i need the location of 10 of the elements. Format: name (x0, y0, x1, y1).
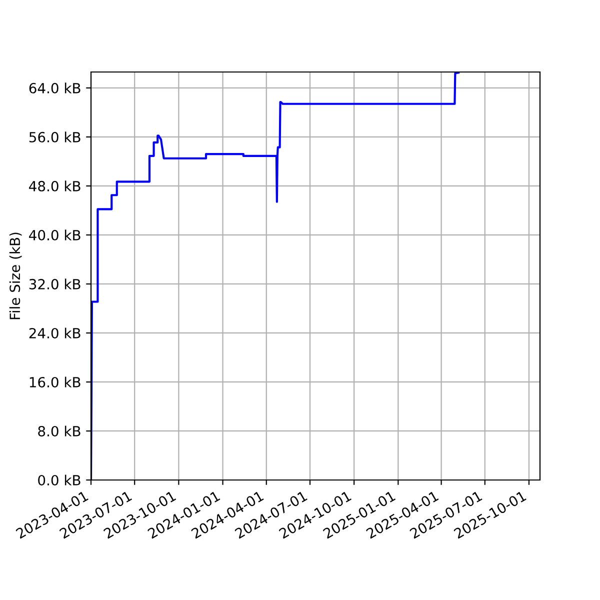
y-tick-label: 40.0 kB (29, 230, 80, 240)
y-tick-label: 48.0 kB (29, 180, 80, 192)
y-tick-label: 24.0 kB (29, 328, 80, 338)
y-tick-label: 64.0 kB (29, 82, 80, 94)
y-tick-label: 8.0 kB (38, 426, 80, 436)
y-tick-label: 0.0 kB (38, 474, 80, 486)
y-tick-label: 56.0 kB (29, 132, 80, 142)
y-tick-label: 32.0 kB (29, 278, 80, 290)
y-axis-title: File Size (kB) (9, 232, 22, 320)
y-tick-label: 16.0 kB (30, 376, 80, 388)
